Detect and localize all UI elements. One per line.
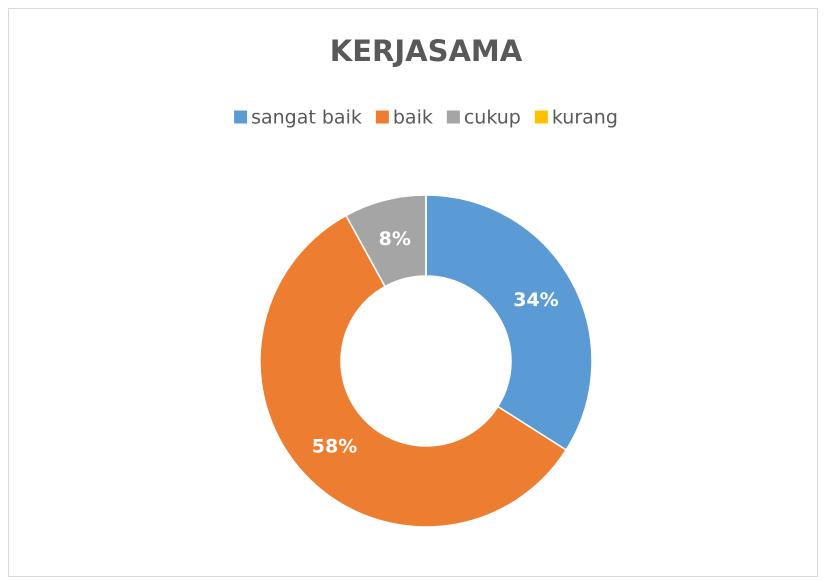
- donut-slice: [259, 214, 568, 528]
- data-label: 34%: [513, 289, 558, 311]
- data-label: 58%: [312, 435, 357, 457]
- legend-swatch: [234, 110, 248, 124]
- data-label: 8%: [379, 228, 411, 250]
- legend: sangat baik baik cukup kurang: [234, 107, 618, 129]
- legend-label: cukup: [464, 107, 521, 129]
- legend-label: sangat baik: [251, 107, 362, 129]
- legend-label: baik: [393, 107, 433, 129]
- legend-label: kurang: [552, 107, 618, 129]
- donut-slice: [425, 194, 593, 451]
- legend-swatch: [446, 110, 460, 124]
- legend-swatch: [534, 110, 548, 124]
- legend-swatch: [375, 110, 389, 124]
- chart-title: KERJASAMA: [330, 34, 523, 68]
